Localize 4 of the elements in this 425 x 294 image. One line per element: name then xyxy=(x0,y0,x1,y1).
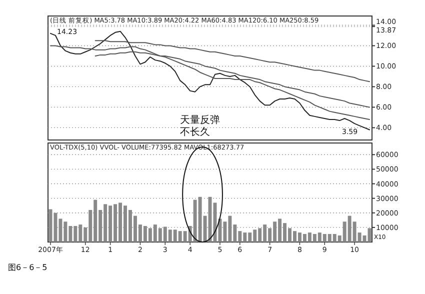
caption: 图6－6－5 xyxy=(8,263,48,272)
annotation: 不长久 xyxy=(180,126,210,138)
line-series xyxy=(94,40,370,82)
annotation: 天量反弹 xyxy=(180,114,220,126)
